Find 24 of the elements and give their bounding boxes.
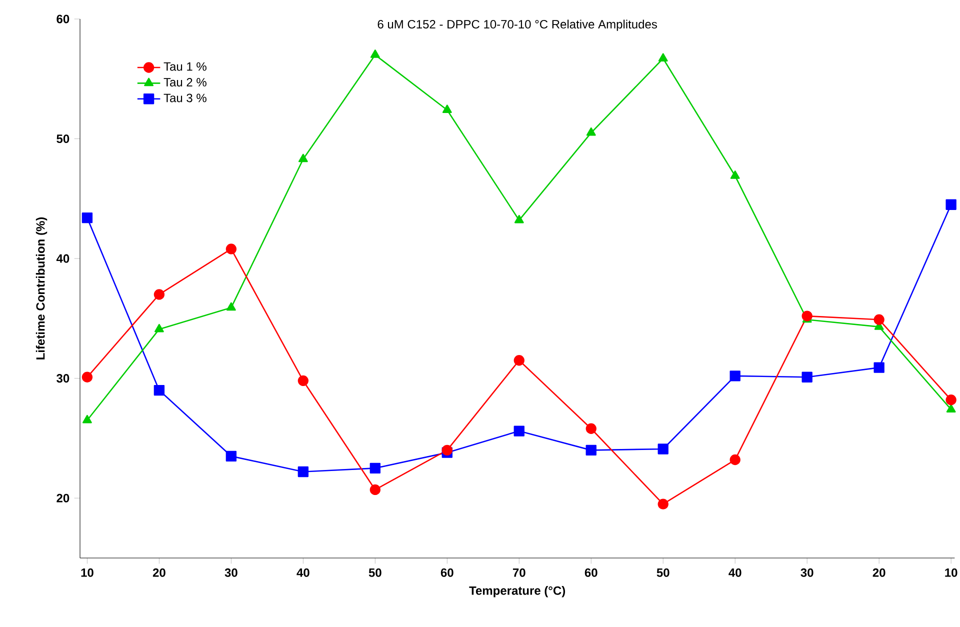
chart-title: 6 uM C152 - DPPC 10-70-10 °C Relative Amplitudes [378, 20, 657, 31]
x-tick-label: 30 [800, 568, 814, 577]
y-tick-label: 60 [56, 14, 70, 24]
x-tick-label: 30 [224, 568, 238, 577]
x-tick-label: 40 [728, 568, 742, 577]
y-axis-title: Lifetime Contribution (%) [36, 217, 48, 360]
x-tick-label: 20 [152, 568, 166, 577]
x-tick-label: 20 [872, 568, 886, 577]
y-tick-label: 50 [56, 134, 70, 144]
x-tick-label: 70 [512, 568, 526, 577]
y-tick-label: 20 [56, 494, 70, 502]
x-tick-label: 10 [81, 568, 94, 577]
legend-label: Tau 2 % [164, 78, 206, 86]
legend-label: Tau 3 % [164, 94, 206, 102]
y-tick-label: 40 [56, 254, 70, 263]
x-tick-label: 10 [945, 568, 958, 577]
x-tick-label: 50 [656, 568, 670, 577]
y-tick-label: 30 [56, 374, 70, 383]
legend-label: Tau 1 % [164, 62, 206, 71]
x-tick-label: 40 [296, 568, 310, 577]
x-axis-title: Temperature (°C) [469, 586, 566, 598]
x-tick-label: 50 [368, 568, 382, 577]
x-tick-label: 60 [440, 568, 454, 577]
x-tick-label: 60 [584, 568, 598, 577]
